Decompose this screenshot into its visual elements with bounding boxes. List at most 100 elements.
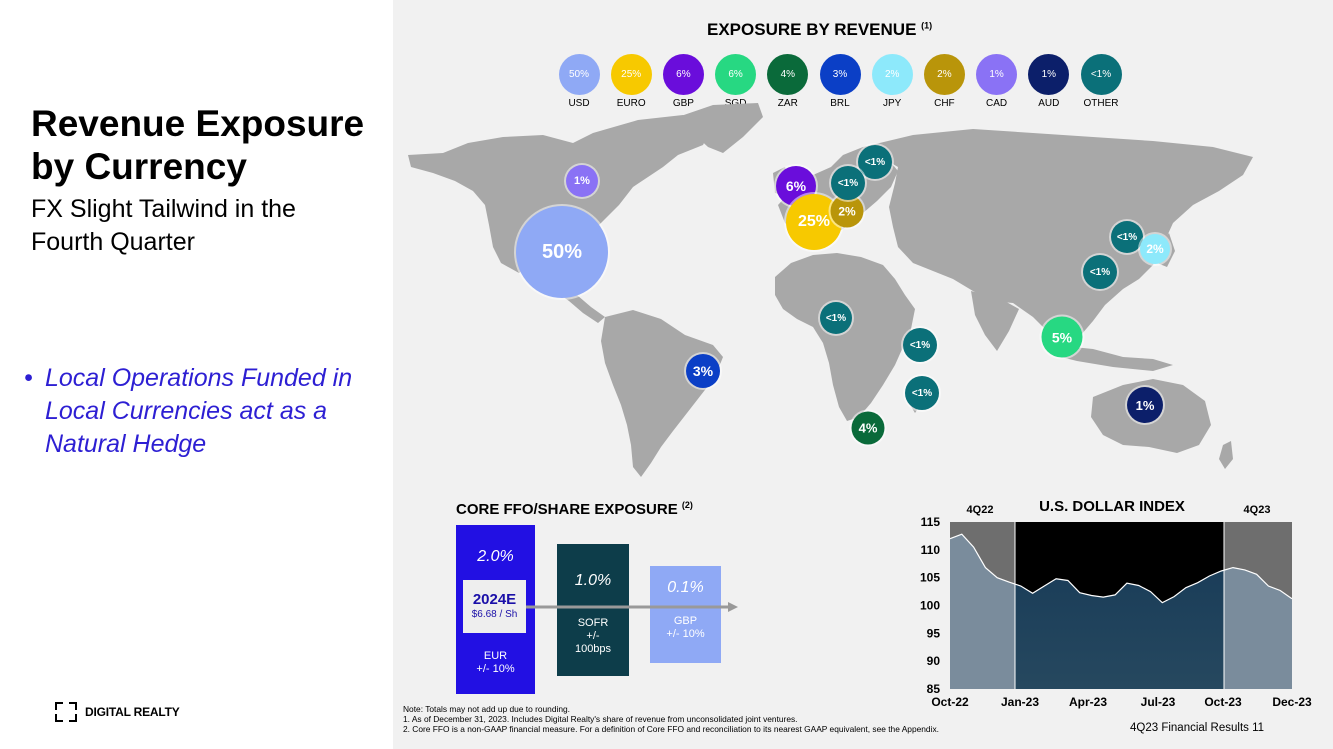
bullet-point: • Local Operations Funded in Local Curre…: [24, 362, 379, 461]
ffo-arrow: [520, 602, 738, 612]
legend-item-usd: 50% USD: [553, 54, 605, 109]
exposure-title-text: EXPOSURE BY REVENUE: [707, 20, 917, 39]
legend-label: EURO: [616, 98, 646, 109]
legend-circle: 4%: [767, 54, 809, 95]
ffo-center-sub: $6.68 / Sh: [471, 609, 518, 620]
ffo-sofr-pct: 1.0%: [574, 572, 612, 589]
map-indonesia: [1053, 345, 1173, 371]
area-4q22: [950, 534, 1015, 689]
map-north-america: [408, 115, 713, 278]
legend-circle: 25%: [610, 54, 652, 95]
legend-circle: 3%: [819, 54, 861, 95]
legend-item-aud: 1% AUD: [1023, 54, 1075, 109]
legend-circle: 6%: [715, 54, 757, 95]
y-tick-label: 90: [927, 654, 941, 668]
x-tick-label: Oct-22: [931, 695, 969, 709]
index-line: [949, 533, 1293, 604]
area-middle: [1015, 570, 1224, 689]
ffo-bar-sofr: 1.0% SOFR +/- 100bps: [557, 544, 629, 676]
map-bubble-other: <1%: [1111, 221, 1143, 253]
ffo-center-box: 2024E $6.68 / Sh: [463, 580, 526, 633]
legend-label: BRL: [830, 98, 850, 109]
ffo-eur-label1: EUR: [483, 650, 508, 662]
x-tick-label: Oct-23: [1204, 695, 1242, 709]
map-bubble-other: <1%: [905, 376, 939, 410]
ffo-gbp-pct: 0.1%: [667, 579, 704, 596]
footnotes: Note: Totals may not add up due to round…: [403, 704, 939, 734]
note-2: 2. Core FFO is a non-GAAP financial meas…: [403, 724, 939, 734]
slide-title: Revenue Exposure by Currency: [31, 103, 365, 187]
core-ffo-footnote: (2): [681, 500, 693, 510]
ffo-center-label: 2024E: [472, 591, 517, 608]
x-tick-label: Dec-23: [1272, 695, 1312, 709]
y-tick-label: 115: [921, 515, 941, 529]
map-bubble-other: <1%: [820, 302, 852, 334]
ffo-bar-gbp: 0.1% GBP +/- 10%: [650, 566, 721, 663]
x-tick-label: Jan-23: [1001, 695, 1039, 709]
y-tick-label: 95: [927, 626, 941, 640]
legend-label: GBP: [672, 98, 694, 109]
note-1: 1. As of December 31, 2023. Includes Dig…: [403, 714, 798, 724]
core-ffo-title-text: CORE FFO/SHARE EXPOSURE: [456, 501, 678, 518]
legend-item-sgd: 6% SGD: [710, 54, 762, 109]
legend-item-euro: 25% EURO: [605, 54, 657, 109]
ffo-gbp-label1: GBP: [673, 615, 698, 627]
slide-subtitle: FX Slight Tailwind in the Fourth Quarter: [31, 195, 296, 256]
legend-item-jpy: 2% JPY: [866, 54, 918, 109]
map-india: [971, 291, 1019, 351]
core-ffo-title: CORE FFO/SHARE EXPOSURE (2): [456, 500, 693, 518]
note-0: Note: Totals may not add up due to round…: [403, 704, 570, 714]
legend-label: JPY: [883, 98, 902, 109]
map-bubble-other: <1%: [1083, 255, 1117, 289]
map-bubble-aud: 1%: [1127, 387, 1163, 423]
legend-item-zar: 4% ZAR: [762, 54, 814, 109]
x-tick-label: Apr-23: [1069, 695, 1107, 709]
bullet-dot: •: [24, 364, 33, 392]
map-greenland: [678, 103, 763, 153]
map-new-zealand: [1219, 441, 1233, 469]
legend-item-cad: 1% CAD: [971, 54, 1023, 109]
map-africa: [775, 253, 915, 421]
y-tick-label: 105: [920, 571, 940, 585]
map-bubble-other: <1%: [858, 145, 892, 179]
dollar-index-chart: 85 90 95 100 105 110 115 Oct-22 Jan-23 Apr-23 Jul-…: [920, 498, 1312, 709]
ffo-sofr-label2: +/-: [586, 630, 600, 642]
legend-label: CHF: [934, 98, 955, 109]
world-map: [408, 103, 1253, 477]
bullet-text: Local Operations Funded in Local Currenc…: [45, 364, 353, 458]
period-label-4q23: 4Q23: [1244, 504, 1271, 516]
logo-mark-icon: [55, 702, 77, 722]
map-bubble-cad: 1%: [566, 165, 598, 197]
legend-item-gbp: 6% GBP: [657, 54, 709, 109]
area-4q23: [1224, 567, 1292, 689]
footer-page: 4Q23 Financial Results 11: [1130, 722, 1265, 734]
chart-title: U.S. DOLLAR INDEX: [1039, 498, 1185, 515]
legend-label: OTHER: [1083, 98, 1119, 109]
legend-label: AUD: [1038, 98, 1060, 109]
legend-label: USD: [568, 98, 590, 109]
company-logo: DIGITAL REALTY: [55, 702, 180, 722]
logo-text: DIGITAL REALTY: [85, 705, 180, 719]
ffo-eur-label2: +/- 10%: [476, 663, 515, 675]
legend-circle: 1%: [976, 54, 1018, 95]
map-bubble-chf: 2%: [830, 194, 864, 228]
map-bubble-other: <1%: [903, 328, 937, 362]
map-bubble-usd: 50%: [516, 206, 608, 298]
ffo-eur-pct: 2.0%: [477, 548, 514, 565]
legend-label: CAD: [986, 98, 1008, 109]
map-south-america: [601, 310, 723, 477]
map-asia: [863, 129, 1253, 341]
x-tick-label: Jul-23: [1141, 695, 1176, 709]
legend-circle: 2%: [871, 54, 913, 95]
legend-circle: 1%: [1028, 54, 1070, 95]
y-tick-label: 110: [921, 543, 941, 557]
legend-item-other: <1% OTHER: [1075, 54, 1127, 109]
legend-circle: <1%: [1080, 54, 1122, 95]
legend-label: ZAR: [777, 98, 798, 109]
ffo-sofr-label3: 100bps: [574, 643, 612, 655]
map-bubble-zar: 4%: [851, 411, 885, 445]
map-bubble-jpy: 2%: [1140, 234, 1170, 264]
left-panel: [0, 0, 393, 749]
legend-item-brl: 3% BRL: [814, 54, 866, 109]
legend-item-chf: 2% CHF: [918, 54, 970, 109]
